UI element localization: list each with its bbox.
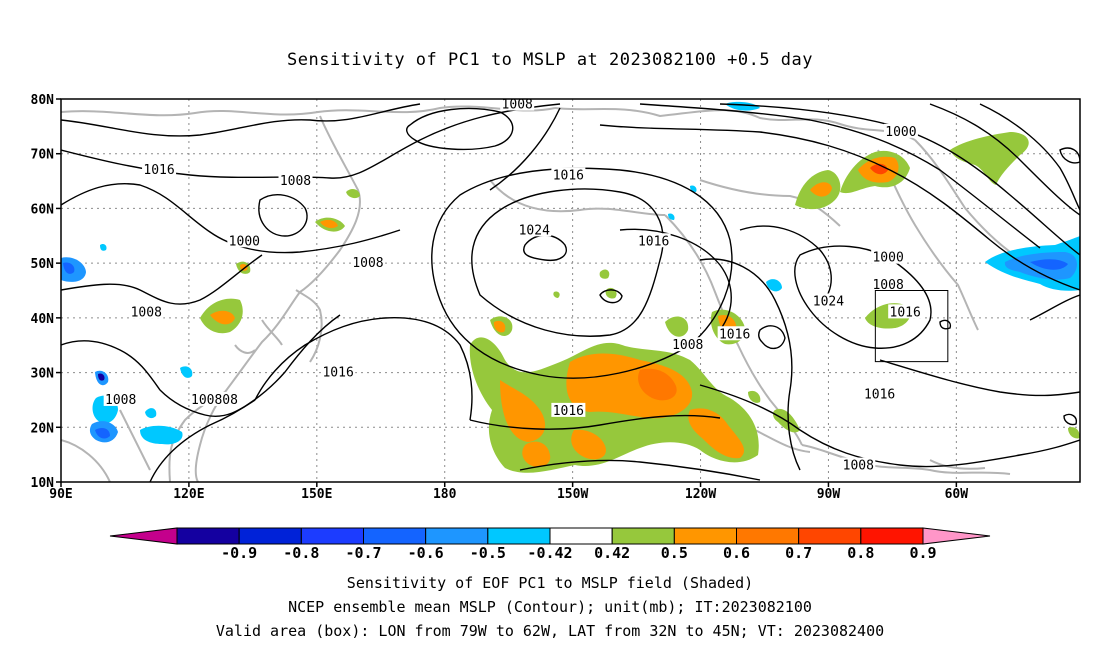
contour-label-bg [717, 326, 752, 341]
contour-label: 1016 [638, 234, 669, 249]
caption-line-2: NCEP ensemble mean MSLP (Contour); unit(… [288, 598, 812, 616]
colorbar-segment [611, 527, 675, 545]
shaded-sensitivity [61, 101, 1080, 473]
map-title: Sensitivity of PC1 to MSLP at 2023082100… [286, 50, 813, 70]
contour-label: 1008 [352, 256, 383, 271]
colorbar-segment [363, 527, 427, 545]
lat-tick-label: 10N [31, 476, 55, 491]
colorbar-segment [238, 527, 302, 545]
contour-label-bg [551, 167, 586, 182]
caption-line-1: Sensitivity of EOF PC1 to MSLP field (Sh… [346, 574, 754, 592]
contour-label-bg [142, 162, 177, 177]
colorbar [109, 527, 991, 545]
colorbar-segment [798, 527, 862, 545]
colorbar-label: -0.8 [283, 544, 320, 562]
contour-label: 1024 [813, 294, 844, 309]
lon-tick-label: 120E [173, 487, 204, 502]
colorbar-label: 0.8 [847, 544, 875, 562]
mslp-contours [61, 103, 1080, 482]
lon-tick-label: 60W [945, 487, 969, 502]
valid-area-box [874, 290, 949, 363]
lon-tick-label: 150W [557, 487, 588, 502]
lon-tick-label: 180 [433, 487, 457, 502]
colorbar-label: 0.7 [785, 544, 813, 562]
lat-tick-label: 70N [31, 148, 55, 163]
contour-label-bg [278, 173, 313, 188]
contour-label-bg [862, 386, 897, 401]
contour-label: 1016 [553, 169, 584, 184]
contour-label: 1000 [872, 251, 903, 266]
colorbar-segment [549, 527, 613, 545]
contour-label: 1016 [553, 404, 584, 419]
contour-label: 1000 [229, 234, 260, 249]
colorbar-segment [300, 527, 365, 545]
contour-label: 1008 [280, 174, 311, 189]
lon-tick-label: 150E [301, 487, 332, 502]
contour-label: 1008 [105, 393, 136, 408]
contour-labels: 1008 1000 1016 1008 1016 1024 1000 1016 1008 1000… [103, 96, 923, 474]
lat-tick-label: 30N [31, 367, 55, 382]
contour-label: 1008 [131, 305, 162, 320]
colorbar-low-arrow [109, 527, 178, 545]
contour-label-bg [871, 249, 906, 264]
contour-label-bg [888, 304, 923, 319]
contour-label-bg [811, 293, 846, 308]
contour-label-bg [551, 402, 586, 417]
contour-label: 1016 [890, 305, 921, 320]
contour-label: 1000 [885, 125, 916, 140]
colorbar-segment [736, 527, 800, 545]
lon-tick-label: 90E [49, 487, 72, 502]
contour-label: 1016 [864, 387, 895, 402]
contour-label-bg [517, 222, 552, 237]
map-frame [60, 98, 1081, 483]
lat-tick-label: 60N [31, 202, 55, 217]
lat-tick-label: 80N [31, 93, 55, 108]
contour-label-bg [103, 391, 138, 406]
lat-tick-label: 50N [31, 257, 55, 272]
colorbar-segment [425, 527, 489, 545]
contour-label: 1008 [843, 459, 874, 474]
contour-label-bg [227, 233, 262, 248]
lon-tick-label: 90W [817, 487, 841, 502]
colorbar-high-arrow [922, 527, 991, 545]
contour-label-bg [636, 233, 671, 248]
colorbar-segment [673, 527, 737, 545]
contour-label-bg [883, 123, 918, 138]
colorbar-segment [176, 527, 240, 545]
contour-label: 1016 [322, 366, 353, 381]
lat-tick-label: 20N [31, 421, 55, 436]
lon-tick-label: 120W [685, 487, 716, 502]
colorbar-label: 0.6 [722, 544, 751, 562]
contour-label: 1024 [519, 223, 550, 238]
contour-label-bg [871, 277, 906, 292]
colorbar-label: -0.7 [345, 544, 382, 562]
contour-label-bg [129, 304, 164, 319]
contour-label: 1008 [872, 278, 903, 293]
contour-label-bg [350, 255, 385, 270]
contour-label: 1008 [672, 338, 703, 353]
contour-label: 1008 [502, 97, 533, 112]
colorbar-label: -0.5 [469, 544, 506, 562]
caption-line-3: Valid area (box): LON from 79W to 62W, L… [215, 622, 885, 640]
contour-label-bg [500, 96, 535, 111]
contour-label: 100808 [191, 393, 238, 408]
contour-label: 1016 [719, 327, 750, 342]
contour-label-bg [670, 337, 705, 352]
contour-label-bg [321, 364, 356, 379]
contour-label-bg [841, 457, 876, 472]
colorbar-label: 0.42 [594, 544, 631, 562]
colorbar-label: 0.9 [909, 544, 937, 562]
colorbar-segment [487, 527, 551, 545]
colorbar-label: -0.9 [221, 544, 258, 562]
colorbar-label: -0.42 [527, 544, 573, 562]
colorbar-label: -0.6 [407, 544, 444, 562]
colorbar-label: 0.5 [660, 544, 688, 562]
lat-tick-label: 40N [31, 312, 55, 327]
contour-label-bg [189, 391, 240, 406]
contour-label: 1016 [143, 163, 174, 178]
colorbar-segment [860, 527, 924, 545]
